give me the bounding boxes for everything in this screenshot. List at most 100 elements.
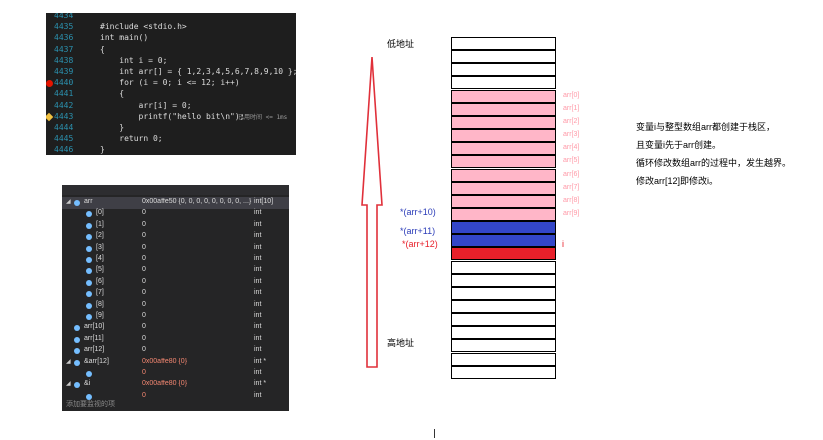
watch-row[interactable]: arr[11] 0 int bbox=[62, 334, 289, 346]
ptr-arr12-label: *(arr+12) bbox=[402, 239, 438, 249]
watch-value[interactable]: 0 bbox=[142, 369, 146, 376]
memory-cell bbox=[451, 286, 556, 300]
high-address-label: 高地址 bbox=[387, 338, 415, 348]
watch-type: int bbox=[254, 209, 262, 217]
watch-row[interactable]: ◢ arr 0x00affe50 {0, 0, 0, 0, 0, 0, 0, 0, … bbox=[62, 197, 289, 209]
elapsed-time-hint: 已用时间 <= 1ms bbox=[238, 113, 288, 121]
watch-type: int[10] bbox=[254, 198, 274, 205]
watch-row[interactable]: [5] 0 int bbox=[62, 265, 289, 277]
code-line[interactable]: int main() bbox=[100, 33, 149, 43]
watch-value[interactable]: 0 bbox=[142, 334, 146, 342]
variable-icon bbox=[74, 200, 80, 206]
watch-value[interactable]: 0x00affe50 {0, 0, 0, 0, 0, 0, 0, 0, ...} bbox=[142, 198, 252, 205]
watch-name: arr[11] bbox=[84, 334, 104, 342]
variable-icon bbox=[86, 314, 92, 320]
low-address-label: 低地址 bbox=[387, 39, 415, 49]
watch-value[interactable]: 0 bbox=[142, 300, 146, 308]
address-direction-arrow bbox=[361, 56, 383, 368]
variable-icon bbox=[86, 257, 92, 263]
expand-toggle-icon[interactable]: ◢ bbox=[66, 380, 71, 388]
ptr-arr10-label: *(arr+10) bbox=[400, 207, 436, 217]
watch-value[interactable]: 0 bbox=[142, 289, 146, 297]
add-watch-hint[interactable]: 添加要监视的项 bbox=[66, 401, 115, 408]
watch-value[interactable]: 0 bbox=[142, 255, 146, 262]
note-line: 修改arr[12]即修改i。 bbox=[636, 176, 719, 186]
line-number: 4435 bbox=[54, 22, 74, 32]
watch-value[interactable]: 0 bbox=[142, 312, 146, 319]
watch-name: [1] bbox=[96, 220, 104, 228]
code-line[interactable]: #include <stdio.h> bbox=[100, 22, 187, 32]
line-number: 4440 bbox=[54, 78, 74, 88]
expand-toggle-icon[interactable]: ◢ bbox=[66, 198, 71, 205]
watch-type: int bbox=[254, 266, 262, 274]
watch-row[interactable]: [6] 0 int bbox=[62, 277, 289, 289]
watch-value[interactable]: 0 bbox=[142, 220, 146, 228]
watch-row[interactable]: [4] 0 int bbox=[62, 254, 289, 266]
memory-cell bbox=[451, 37, 556, 50]
watch-row[interactable]: [8] 0 int bbox=[62, 300, 289, 312]
expand-toggle-icon[interactable]: ◢ bbox=[66, 357, 71, 365]
variable-icon bbox=[86, 291, 92, 298]
code-editor[interactable]: 4434 4435 #include <stdio.h> 4436 int main()… bbox=[46, 13, 296, 155]
watch-type: int bbox=[254, 289, 262, 297]
watch-row[interactable]: arr[10] 0 int bbox=[62, 322, 289, 334]
watch-value[interactable]: 0 bbox=[142, 323, 146, 331]
watch-row[interactable]: [7] 0 int bbox=[62, 288, 289, 300]
watch-value[interactable]: 0 bbox=[142, 277, 146, 285]
watch-value[interactable]: 0 bbox=[142, 346, 146, 354]
watch-type: int * bbox=[254, 380, 267, 388]
watch-row[interactable]: [2] 0 int bbox=[62, 231, 289, 243]
watch-type: int bbox=[254, 220, 262, 228]
breakpoint-icon[interactable] bbox=[46, 80, 53, 88]
code-line[interactable]: int arr[] = { 1,2,3,4,5,6,7,8,9,10 }; bbox=[100, 67, 296, 76]
array-cell bbox=[451, 102, 556, 116]
watch-type: int bbox=[254, 300, 262, 308]
watch-row[interactable]: 0 int bbox=[62, 391, 289, 403]
code-line[interactable]: arr[i] = 0; bbox=[100, 100, 192, 110]
watch-value[interactable]: 0 bbox=[142, 266, 146, 274]
memory-cell bbox=[451, 300, 556, 313]
array-cell bbox=[451, 168, 556, 182]
watch-row[interactable]: ◢ &i 0x00affe80 {0} int * bbox=[62, 379, 289, 391]
code-line[interactable]: printf("hello bit\n"); bbox=[100, 111, 245, 121]
code-line[interactable]: { bbox=[100, 44, 105, 54]
watch-header bbox=[62, 185, 289, 195]
code-line[interactable]: { bbox=[100, 89, 125, 99]
variable-icon bbox=[86, 371, 92, 377]
watch-row[interactable]: arr[12] 0 int bbox=[62, 345, 289, 357]
code-line[interactable]: } bbox=[100, 145, 105, 155]
code-line[interactable]: } bbox=[100, 123, 125, 132]
line-number: 4446 bbox=[54, 145, 74, 155]
array-cell bbox=[451, 194, 556, 208]
overflow-cell bbox=[451, 221, 556, 235]
code-line[interactable]: int i = 0; bbox=[100, 55, 168, 65]
line-number: 4438 bbox=[54, 55, 74, 65]
watch-name: [4] bbox=[96, 255, 104, 262]
watch-name: [3] bbox=[96, 243, 104, 251]
line-number: 4445 bbox=[54, 134, 74, 144]
watch-value[interactable]: 0x00affe80 {0} bbox=[142, 380, 188, 388]
watch-row[interactable]: 0 int bbox=[62, 368, 289, 380]
watch-value[interactable]: 0 bbox=[142, 243, 146, 251]
watch-window[interactable]: ◢ arr 0x00affe50 {0, 0, 0, 0, 0, 0, 0, 0, … bbox=[62, 185, 289, 411]
code-line[interactable]: for (i = 0; i <= 12; i++) bbox=[100, 78, 240, 88]
code-line[interactable]: return 0; bbox=[100, 134, 163, 144]
variable-icon bbox=[86, 245, 92, 252]
watch-row[interactable]: [0] 0 int bbox=[62, 208, 289, 220]
i-variable-label: i bbox=[562, 239, 564, 249]
watch-type: int bbox=[254, 334, 262, 342]
watch-row[interactable]: [1] 0 int bbox=[62, 220, 289, 232]
line-number: 4434 bbox=[54, 13, 74, 20]
watch-row[interactable]: [9] 0 int bbox=[62, 311, 289, 323]
variable-icon bbox=[86, 234, 92, 241]
watch-value[interactable]: 0 bbox=[142, 209, 146, 217]
watch-type: int bbox=[254, 255, 262, 262]
watch-name: [5] bbox=[96, 266, 104, 274]
variable-icon bbox=[74, 382, 80, 389]
watch-row[interactable]: ◢ &arr[12] 0x00affe80 {0} int * bbox=[62, 357, 289, 369]
array-cell bbox=[451, 155, 556, 169]
watch-value[interactable]: 0x00affe80 {0} bbox=[142, 357, 188, 365]
watch-value[interactable]: 0 bbox=[142, 391, 146, 399]
watch-row[interactable]: [3] 0 int bbox=[62, 243, 289, 255]
watch-value[interactable]: 0 bbox=[142, 232, 146, 240]
